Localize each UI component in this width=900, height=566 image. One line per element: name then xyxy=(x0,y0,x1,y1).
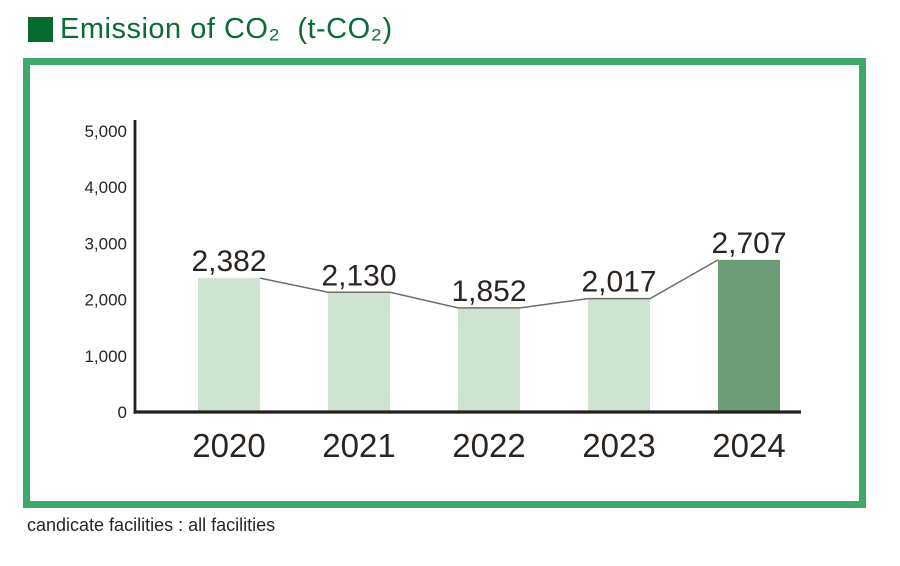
page-title-text: Emission of CO₂ (t-CO₂) xyxy=(60,13,393,45)
y-tick-label: 5,000 xyxy=(84,122,127,141)
page-title: Emission of CO₂ (t-CO₂) xyxy=(28,13,393,46)
x-category-label-2020: 2020 xyxy=(192,427,265,464)
bar-2021 xyxy=(328,292,390,412)
bar-2022 xyxy=(458,307,520,412)
y-tick-label: 1,000 xyxy=(84,347,127,366)
bar-2023 xyxy=(588,298,650,412)
trend-line xyxy=(259,259,719,309)
co2-emissions-bar-chart: 0 1,000 2,000 3,000 4,000 5,000 2,382 2,130 1,85… xyxy=(84,120,801,464)
title-square-bullet-icon xyxy=(28,17,53,42)
bar-value-label-2022: 1,852 xyxy=(451,275,526,308)
bar-2020 xyxy=(198,278,260,412)
bar-value-label-2023: 2,017 xyxy=(581,266,656,299)
bar-value-label-2021: 2,130 xyxy=(321,259,396,292)
x-category-label-2024: 2024 xyxy=(712,427,785,464)
bar-2024 xyxy=(718,259,780,412)
bar-value-label-2024: 2,707 xyxy=(711,227,786,260)
y-tick-label: 3,000 xyxy=(84,234,127,253)
y-tick-label: 4,000 xyxy=(84,178,127,197)
y-tick-label: 0 xyxy=(118,403,127,422)
x-category-label-2023: 2023 xyxy=(582,427,655,464)
y-tick-label: 2,000 xyxy=(84,291,127,310)
bar-value-label-2020: 2,382 xyxy=(191,245,266,278)
x-category-label-2022: 2022 xyxy=(452,427,525,464)
chart-caption: candicate facilities : all facilities xyxy=(27,515,276,535)
x-category-label-2021: 2021 xyxy=(322,427,395,464)
